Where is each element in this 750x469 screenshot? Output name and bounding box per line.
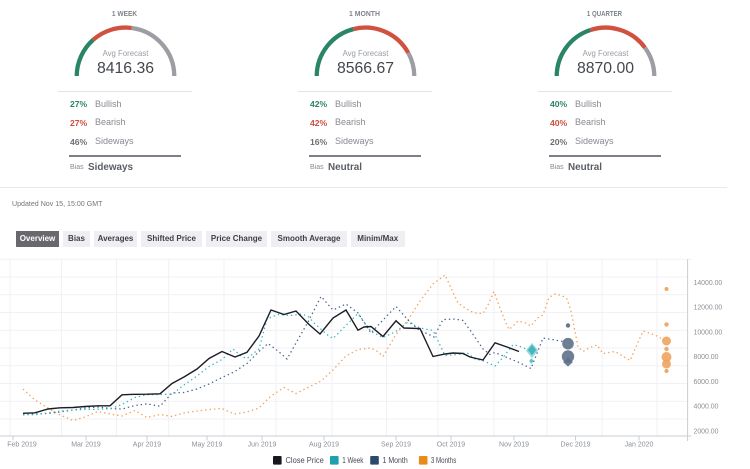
svg-text:2000.00: 2000.00 — [694, 428, 719, 435]
svg-text:12000.00: 12000.00 — [694, 305, 723, 312]
svg-text:4000.00: 4000.00 — [694, 404, 719, 411]
svg-text:8000.00: 8000.00 — [694, 354, 719, 361]
svg-text:1 Month: 1 Month — [383, 455, 408, 465]
svg-text:Close Price: Close Price — [286, 455, 325, 465]
svg-text:14000.00: 14000.00 — [694, 280, 723, 287]
svg-text:Oct 2019: Oct 2019 — [437, 441, 466, 448]
svg-text:Sep 2019: Sep 2019 — [381, 441, 411, 448]
svg-text:Mar 2019: Mar 2019 — [71, 441, 101, 448]
svg-text:Updated Nov 15, 15:00 GMT: Updated Nov 15, 15:00 GMT — [12, 199, 103, 208]
svg-text:Aug 2019: Aug 2019 — [309, 441, 339, 448]
svg-text:Feb 2019: Feb 2019 — [7, 441, 37, 448]
svg-text:1 Week: 1 Week — [342, 455, 364, 465]
svg-text:3 Months: 3 Months — [431, 455, 456, 465]
svg-text:Jun 2019: Jun 2019 — [248, 441, 277, 448]
svg-text:Dec 2019: Dec 2019 — [561, 441, 591, 448]
svg-text:Jan 2020: Jan 2020 — [625, 441, 654, 448]
svg-text:1 WEEK: 1 WEEK — [112, 9, 138, 18]
svg-text:1 QUARTER: 1 QUARTER — [587, 9, 623, 18]
svg-text:Nov 2019: Nov 2019 — [499, 441, 529, 448]
svg-text:1 MONTH: 1 MONTH — [349, 9, 380, 18]
svg-text:10000.00: 10000.00 — [694, 329, 723, 336]
svg-text:6000.00: 6000.00 — [694, 379, 719, 386]
svg-text:May 2019: May 2019 — [192, 441, 223, 448]
svg-text:Apr 2019: Apr 2019 — [133, 441, 162, 448]
